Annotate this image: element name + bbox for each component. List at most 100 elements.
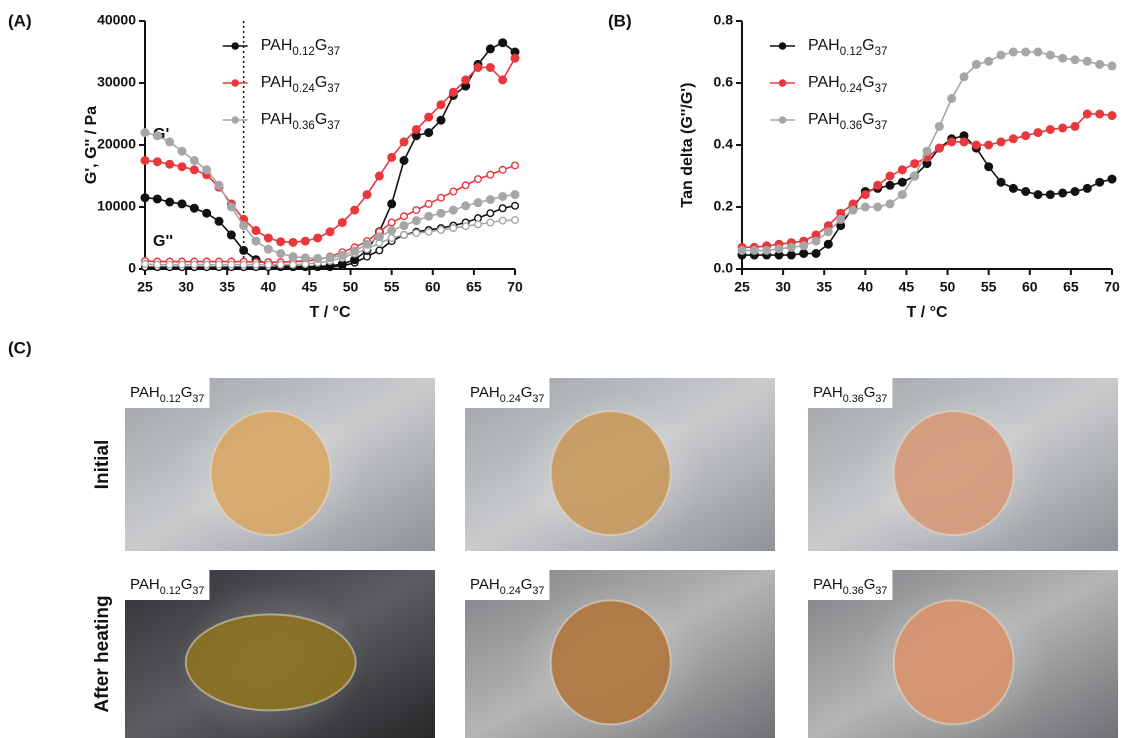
x-tick-label: 65: [466, 279, 482, 295]
y-tick-label: 0.0: [714, 260, 734, 276]
marker: [388, 154, 396, 162]
marker: [302, 254, 310, 262]
marker: [388, 227, 396, 235]
marker: [511, 54, 519, 62]
y-axis-title: Tan delta (G''/G'): [679, 83, 696, 208]
marker: [1034, 48, 1042, 56]
marker: [997, 138, 1005, 146]
marker: [1071, 188, 1079, 196]
marker: [413, 217, 421, 225]
marker: [1034, 129, 1042, 137]
loss-marker: [512, 217, 519, 224]
loss-marker: [376, 247, 383, 254]
marker: [154, 158, 162, 166]
photo: PAH0.24G37: [465, 570, 775, 738]
marker: [1010, 135, 1018, 143]
marker: [499, 39, 507, 47]
x-tick-label: 45: [302, 279, 318, 295]
marker: [166, 198, 174, 206]
marker: [437, 209, 445, 217]
marker: [351, 206, 359, 214]
loss-marker: [388, 235, 395, 242]
loss-marker: [475, 221, 482, 228]
marker: [1084, 58, 1092, 66]
marker: [1108, 62, 1116, 70]
marker: [400, 138, 408, 146]
loss-marker: [142, 261, 149, 268]
loss-marker: [425, 201, 432, 208]
marker: [775, 245, 783, 253]
x-tick-label: 40: [858, 279, 874, 295]
legend-label: PAH0.12G37: [261, 37, 340, 58]
x-tick-label: 70: [507, 279, 523, 295]
loss-marker: [401, 213, 408, 220]
marker: [388, 200, 396, 208]
legend-marker: [779, 42, 787, 50]
marker: [228, 231, 236, 239]
marker: [923, 147, 931, 155]
panel-label: (C): [8, 338, 32, 357]
loss-marker: [462, 182, 469, 189]
marker: [812, 250, 820, 258]
loss-marker: [475, 176, 482, 183]
loss-marker: [487, 219, 494, 226]
y-axis-title: G', G'' / Pa: [83, 106, 100, 184]
loss-marker: [203, 261, 210, 268]
loss-marker: [512, 202, 519, 209]
marker: [788, 244, 796, 252]
marker: [837, 216, 845, 224]
marker: [1059, 124, 1067, 132]
marker: [154, 132, 162, 140]
x-tick-label: 35: [816, 279, 832, 295]
loss-marker: [401, 232, 408, 239]
marker: [141, 129, 149, 137]
marker: [462, 76, 470, 84]
loss-marker: [290, 261, 297, 268]
x-tick-label: 40: [261, 279, 277, 295]
x-tick-label: 70: [1104, 279, 1120, 295]
marker: [277, 238, 285, 246]
marker: [1034, 191, 1042, 199]
marker: [751, 247, 759, 255]
photo: PAH0.12G37: [125, 378, 435, 553]
marker: [166, 160, 174, 168]
marker: [960, 138, 968, 146]
marker: [499, 76, 507, 84]
loss-marker: [413, 230, 420, 237]
marker: [1047, 126, 1055, 134]
series-line: [145, 133, 515, 259]
marker: [437, 101, 445, 109]
marker: [886, 200, 894, 208]
marker: [899, 191, 907, 199]
marker: [228, 203, 236, 211]
marker: [1108, 112, 1116, 120]
marker: [886, 172, 894, 180]
marker: [277, 250, 285, 258]
marker: [400, 157, 408, 165]
marker: [1096, 178, 1104, 186]
loss-marker: [499, 167, 506, 174]
loss-marker: [499, 217, 506, 224]
marker: [326, 254, 334, 262]
loss-marker: [487, 210, 494, 217]
loss-marker: [277, 261, 284, 268]
x-tick-label: 50: [343, 279, 359, 295]
marker: [191, 157, 199, 165]
marker: [363, 191, 371, 199]
series-line: [742, 114, 1112, 247]
loss-marker: [413, 207, 420, 214]
y-tick-label: 0.8: [714, 12, 734, 28]
marker: [936, 123, 944, 131]
marker: [1084, 185, 1092, 193]
loss-marker: [438, 227, 445, 234]
x-tick-label: 30: [178, 279, 194, 295]
marker: [400, 222, 408, 230]
marker: [874, 182, 882, 190]
photo: PAH0.36G37: [808, 570, 1118, 738]
legend-label: PAH0.12G37: [808, 37, 887, 58]
marker: [788, 251, 796, 259]
panel-label: (A): [8, 11, 32, 30]
marker: [141, 194, 149, 202]
marker: [985, 58, 993, 66]
marker: [825, 228, 833, 236]
